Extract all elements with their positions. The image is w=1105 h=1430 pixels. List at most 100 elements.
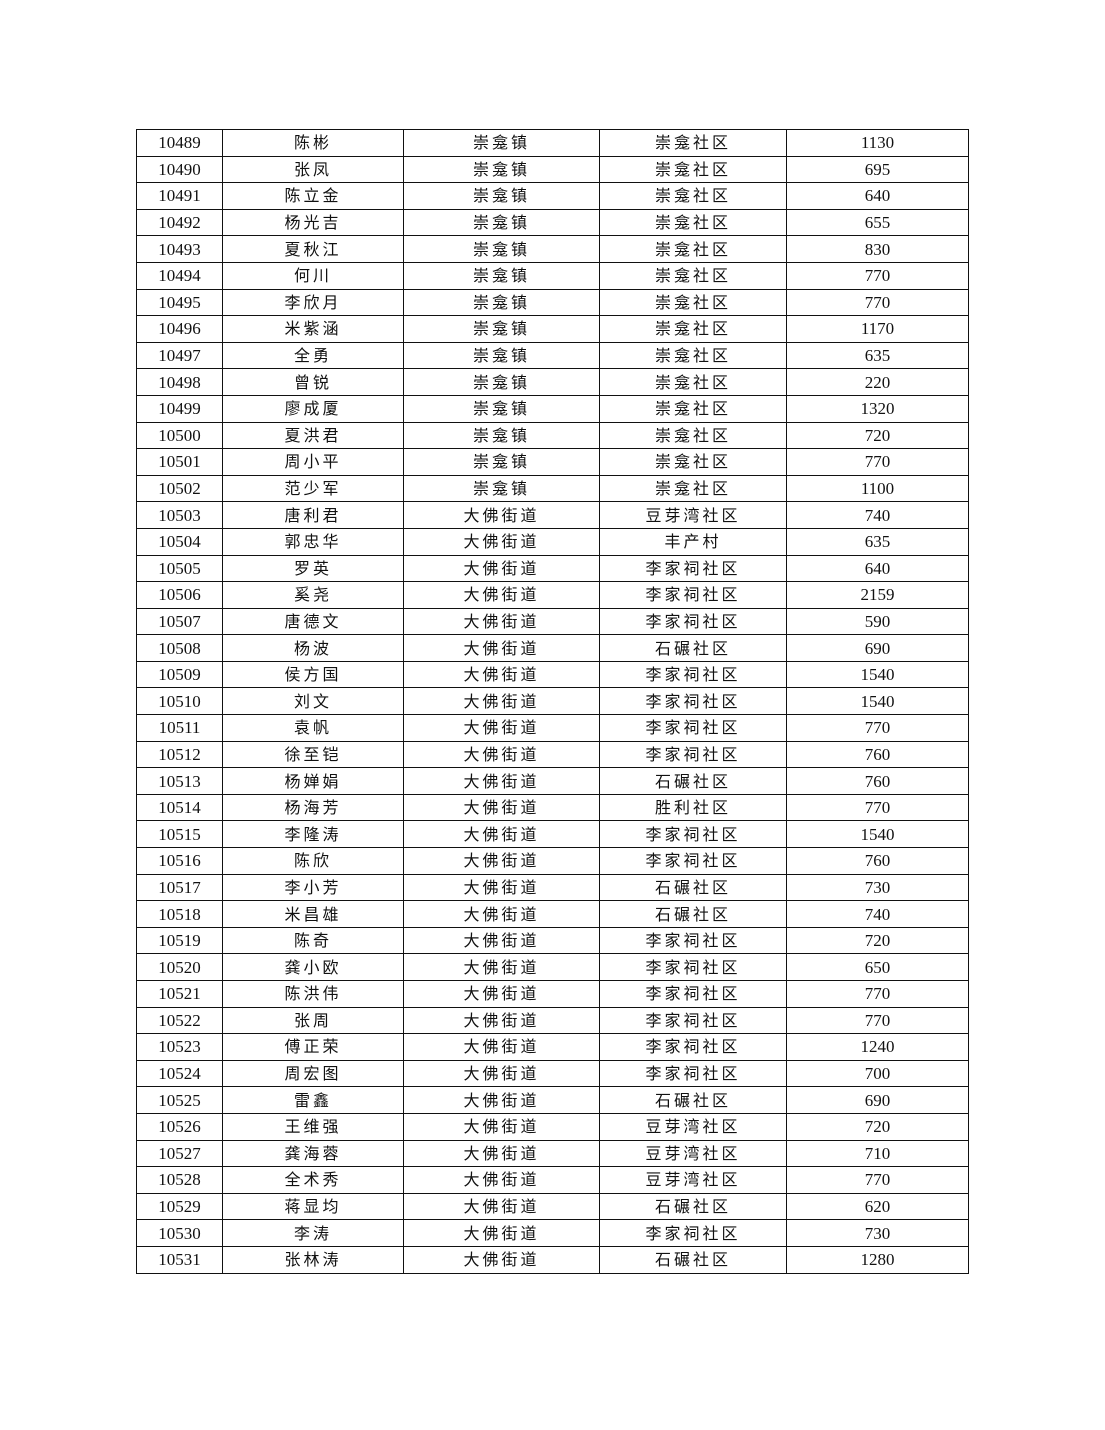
community-cell: 石碾社区 bbox=[599, 900, 787, 928]
id-cell: 10504 bbox=[136, 527, 223, 556]
name-cell: 刘文 bbox=[222, 687, 404, 716]
id-cell: 10496 bbox=[136, 315, 223, 343]
amount-cell: 690 bbox=[786, 1086, 969, 1114]
table-row: 10520 龚小欧 大佛街道 李家祠社区 650 bbox=[136, 953, 969, 981]
id-cell: 10520 bbox=[136, 953, 223, 981]
table-row: 10511 袁帆 大佛街道 李家祠社区 770 bbox=[136, 714, 969, 742]
community-cell: 崇龛社区 bbox=[599, 288, 787, 317]
amount-cell: 695 bbox=[786, 155, 969, 184]
id-cell: 10517 bbox=[136, 873, 223, 902]
table-row: 10504 郭忠华 大佛街道 丰产村 635 bbox=[136, 527, 969, 556]
amount-cell: 760 bbox=[786, 767, 969, 795]
table-row: 10516 陈欣 大佛街道 李家祠社区 760 bbox=[136, 847, 969, 875]
community-cell: 石碾社区 bbox=[599, 1245, 787, 1274]
amount-cell: 220 bbox=[786, 368, 969, 396]
amount-cell: 830 bbox=[786, 235, 969, 263]
town-cell: 大佛街道 bbox=[403, 740, 600, 769]
name-cell: 雷鑫 bbox=[222, 1086, 404, 1114]
community-cell: 石碾社区 bbox=[599, 767, 787, 795]
name-cell: 陈洪伟 bbox=[222, 980, 404, 1008]
amount-cell: 770 bbox=[786, 288, 969, 317]
community-cell: 李家祠社区 bbox=[599, 1219, 787, 1247]
town-cell: 大佛街道 bbox=[403, 900, 600, 928]
table-row: 10522 张周 大佛街道 李家祠社区 770 bbox=[136, 1006, 969, 1035]
community-cell: 崇龛社区 bbox=[599, 474, 787, 503]
community-cell: 李家祠社区 bbox=[599, 1033, 787, 1061]
community-cell: 崇龛社区 bbox=[599, 208, 787, 237]
name-cell: 李隆涛 bbox=[222, 820, 404, 849]
town-cell: 大佛街道 bbox=[403, 1006, 600, 1035]
name-cell: 曾锐 bbox=[222, 368, 404, 396]
town-cell: 崇龛镇 bbox=[403, 368, 600, 396]
community-cell: 李家祠社区 bbox=[599, 953, 787, 981]
name-cell: 罗英 bbox=[222, 554, 404, 583]
id-cell: 10506 bbox=[136, 581, 223, 609]
table-row: 10513 杨婵娟 大佛街道 石碾社区 760 bbox=[136, 767, 969, 795]
amount-cell: 730 bbox=[786, 1219, 969, 1247]
community-cell: 胜利社区 bbox=[599, 793, 787, 822]
amount-cell: 1240 bbox=[786, 1033, 969, 1061]
amount-cell: 1540 bbox=[786, 660, 969, 689]
name-cell: 唐利君 bbox=[222, 501, 404, 529]
table-row: 10503 唐利君 大佛街道 豆芽湾社区 740 bbox=[136, 501, 969, 529]
id-cell: 10529 bbox=[136, 1192, 223, 1221]
town-cell: 大佛街道 bbox=[403, 607, 600, 636]
table-row: 10530 李涛 大佛街道 李家祠社区 730 bbox=[136, 1219, 969, 1247]
town-cell: 崇龛镇 bbox=[403, 421, 600, 450]
town-cell: 大佛街道 bbox=[403, 873, 600, 902]
amount-cell: 760 bbox=[786, 847, 969, 875]
id-cell: 10500 bbox=[136, 421, 223, 450]
town-cell: 大佛街道 bbox=[403, 1166, 600, 1194]
name-cell: 龚海蓉 bbox=[222, 1139, 404, 1168]
name-cell: 龚小欧 bbox=[222, 953, 404, 981]
community-cell: 崇龛社区 bbox=[599, 368, 787, 396]
id-cell: 10497 bbox=[136, 341, 223, 370]
table-row: 10510 刘文 大佛街道 李家祠社区 1540 bbox=[136, 687, 969, 716]
amount-cell: 770 bbox=[786, 714, 969, 742]
id-cell: 10492 bbox=[136, 208, 223, 237]
id-cell: 10505 bbox=[136, 554, 223, 583]
town-cell: 大佛街道 bbox=[403, 581, 600, 609]
amount-cell: 635 bbox=[786, 341, 969, 370]
table-row: 10528 全术秀 大佛街道 豆芽湾社区 770 bbox=[136, 1166, 969, 1194]
town-cell: 大佛街道 bbox=[403, 714, 600, 742]
town-cell: 大佛街道 bbox=[403, 554, 600, 583]
table-row: 10506 奚尧 大佛街道 李家祠社区 2159 bbox=[136, 581, 969, 609]
table-row: 10524 周宏图 大佛街道 李家祠社区 700 bbox=[136, 1059, 969, 1088]
community-cell: 石碾社区 bbox=[599, 873, 787, 902]
community-cell: 石碾社区 bbox=[599, 634, 787, 662]
id-cell: 10516 bbox=[136, 847, 223, 875]
name-cell: 范少军 bbox=[222, 474, 404, 503]
community-cell: 崇龛社区 bbox=[599, 341, 787, 370]
community-cell: 崇龛社区 bbox=[599, 421, 787, 450]
id-cell: 10523 bbox=[136, 1033, 223, 1061]
amount-cell: 720 bbox=[786, 926, 969, 955]
community-cell: 豆芽湾社区 bbox=[599, 1166, 787, 1194]
table-row: 10500 夏洪君 崇龛镇 崇龛社区 720 bbox=[136, 421, 969, 450]
town-cell: 大佛街道 bbox=[403, 687, 600, 716]
town-cell: 崇龛镇 bbox=[403, 261, 600, 290]
community-cell: 石碾社区 bbox=[599, 1086, 787, 1114]
name-cell: 杨海芳 bbox=[222, 793, 404, 822]
amount-cell: 770 bbox=[786, 1006, 969, 1035]
amount-cell: 640 bbox=[786, 554, 969, 583]
table-row: 10497 全勇 崇龛镇 崇龛社区 635 bbox=[136, 341, 969, 370]
id-cell: 10489 bbox=[136, 129, 223, 157]
community-cell: 李家祠社区 bbox=[599, 554, 787, 583]
town-cell: 大佛街道 bbox=[403, 1086, 600, 1114]
id-cell: 10498 bbox=[136, 368, 223, 396]
id-cell: 10522 bbox=[136, 1006, 223, 1035]
amount-cell: 650 bbox=[786, 953, 969, 981]
community-cell: 李家祠社区 bbox=[599, 687, 787, 716]
id-cell: 10508 bbox=[136, 634, 223, 662]
amount-cell: 2159 bbox=[786, 581, 969, 609]
amount-cell: 1540 bbox=[786, 687, 969, 716]
community-cell: 崇龛社区 bbox=[599, 182, 787, 210]
town-cell: 大佛街道 bbox=[403, 953, 600, 981]
table-row: 10512 徐至铠 大佛街道 李家祠社区 760 bbox=[136, 740, 969, 769]
community-cell: 李家祠社区 bbox=[599, 660, 787, 689]
town-cell: 大佛街道 bbox=[403, 820, 600, 849]
town-cell: 崇龛镇 bbox=[403, 155, 600, 184]
name-cell: 徐至铠 bbox=[222, 740, 404, 769]
community-cell: 豆芽湾社区 bbox=[599, 1139, 787, 1168]
